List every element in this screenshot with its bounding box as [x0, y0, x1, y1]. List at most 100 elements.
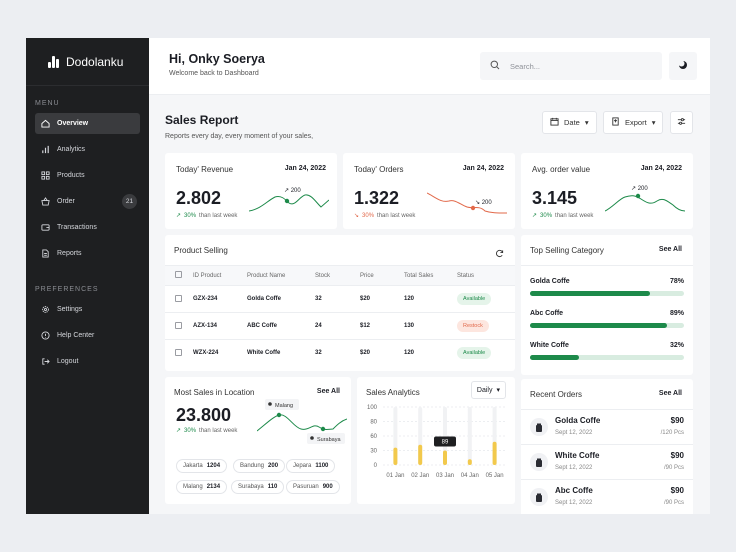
export-label: Export	[625, 118, 647, 127]
date-filter-label: Date	[564, 118, 580, 127]
sidebar-item-order[interactable]: Order 21	[35, 191, 140, 212]
filter-settings-button[interactable]	[670, 111, 693, 134]
row-checkbox[interactable]	[175, 348, 182, 356]
column-header: Total Sales	[404, 265, 457, 286]
sidebar-item-label: Help Center	[57, 332, 95, 339]
sidebar-item-overview[interactable]: Overview	[35, 113, 140, 134]
chevron-down-icon: ▾	[651, 118, 656, 127]
search-placeholder: Search...	[510, 61, 541, 71]
theme-toggle-button[interactable]	[669, 52, 697, 80]
kpi-delta: ↗ 30% than last week	[532, 212, 593, 220]
sidebar-item-settings[interactable]: Settings	[35, 299, 140, 320]
location-chip[interactable]: Bandung 200	[233, 459, 286, 473]
trend-up-icon: ↗	[532, 213, 538, 219]
refresh-icon[interactable]	[495, 245, 504, 263]
trend-up-icon: ↗	[176, 213, 182, 219]
cell-name: White Coffe	[247, 350, 281, 357]
location-value: 23.800	[176, 405, 232, 425]
chevron-down-icon: ▾	[584, 118, 589, 127]
row-checkbox[interactable]	[175, 321, 182, 329]
order-row[interactable]: Abc Coffe Sept 12, 2022 $90 /90 Pcs	[521, 479, 693, 514]
sidebar-item-label: Reports	[57, 250, 82, 257]
sidebar-item-reports[interactable]: Reports	[35, 243, 140, 264]
location-chip[interactable]: Pasuruan 900	[286, 480, 340, 494]
greeting-title: Hi, Onky Soerya	[169, 52, 265, 66]
sidebar-item-logout[interactable]: Logout	[35, 351, 140, 372]
order-price: $90	[670, 451, 684, 460]
select-all-checkbox[interactable]	[175, 271, 182, 278]
location-chip[interactable]: Malang 2134	[176, 480, 228, 494]
table-row[interactable]: WZX-224 White Coffe 32 $20 120 Available	[165, 340, 515, 367]
category-name: White Coffe	[530, 342, 569, 349]
cell-name: ABC Coffe	[247, 312, 315, 340]
sidebar-item-help-center[interactable]: Help Center	[35, 325, 140, 346]
status-badge: Available	[457, 347, 492, 360]
logo-icon	[48, 55, 60, 68]
table-row[interactable]: AZX-134 ABC Coffe 24 $12 130 Restock	[165, 312, 515, 340]
y-tick-label: 80	[370, 420, 377, 426]
date-filter-button[interactable]: Date ▾	[542, 111, 597, 134]
coffee-bag-icon	[530, 488, 548, 506]
row-checkbox[interactable]	[175, 294, 182, 302]
sidebar-item-label: Products	[57, 172, 85, 179]
see-all-link[interactable]: See All	[658, 390, 682, 397]
cell-sales: 120	[404, 350, 415, 357]
kpi-value: 1.322	[354, 188, 400, 208]
card-title: Most Sales in Location	[174, 388, 255, 397]
sidebar-item-products[interactable]: Products	[35, 165, 140, 186]
brand[interactable]: Dodolanku	[26, 38, 149, 86]
location-chip[interactable]: Jakarta 1204	[176, 459, 228, 473]
see-all-link[interactable]: See All	[658, 246, 682, 253]
order-qty: /120 Pcs	[660, 430, 684, 436]
card-title: Top Selling Category	[530, 246, 604, 255]
order-price: $90	[670, 486, 684, 495]
search-input[interactable]: Search...	[480, 52, 662, 80]
order-name: Abc Coffe	[555, 486, 593, 495]
category-pct: 89%	[669, 310, 684, 317]
y-tick-label: 100	[367, 405, 378, 411]
category-progress-bar	[530, 291, 684, 296]
preferences-section-label: PREFERENCES	[35, 286, 99, 293]
order-date: Sept 12, 2022	[555, 430, 593, 436]
revenue-sparkline: ↗ 200	[249, 188, 329, 212]
greeting-subtitle: Welcome back to Dashboard	[169, 70, 259, 77]
recent-orders-card: Recent Orders See All Golda Coffe Sept 1…	[521, 379, 693, 514]
location-card: Most Sales in Location See All 23.800 ↗ 3…	[165, 377, 351, 504]
location-chip[interactable]: Surabaya 110	[231, 480, 285, 494]
location-sparkline: Malang Surabaya	[257, 399, 347, 444]
column-header: Price	[360, 265, 404, 286]
card-title: Product Selling	[174, 246, 228, 255]
cell-stock: 32	[315, 285, 360, 313]
location-chip[interactable]: Jepara 1100	[286, 459, 336, 473]
order-row[interactable]: White Coffe Sept 12, 2022 $90 /90 Pcs	[521, 444, 693, 479]
y-tick-label: 0	[374, 463, 378, 469]
sidebar: Dodolanku MENU Overview Analytics Produc…	[26, 38, 149, 514]
sidebar-item-label: Overview	[57, 120, 89, 127]
order-row[interactable]: Golda Coffe Sept 12, 2022 $90 /120 Pcs	[521, 409, 693, 444]
sidebar-item-analytics[interactable]: Analytics	[35, 139, 140, 160]
see-all-link[interactable]: See All	[316, 388, 340, 395]
avg-order-sparkline: ↗ 200	[605, 186, 685, 212]
cell-sales: 130	[404, 312, 457, 340]
kpi-card-revenue: Today' Revenue Jan 24, 2022 2.802 ↗ 30% th…	[165, 153, 337, 229]
kpi-delta-value: 30%	[540, 212, 553, 219]
bar	[492, 441, 497, 465]
category-pct: 32%	[669, 342, 684, 349]
cell-price: $12	[360, 312, 404, 340]
logout-icon	[41, 357, 50, 366]
order-qty: /90 Pcs	[663, 465, 684, 471]
chevron-down-icon: ▾	[496, 387, 500, 394]
range-select[interactable]: Daily ▾	[470, 381, 506, 399]
y-tick-label: 60	[370, 434, 377, 440]
product-selling-card: Product Selling ID Product Product Name …	[165, 235, 515, 371]
order-name: White Coffe	[555, 451, 600, 460]
order-count-badge: 21	[122, 194, 137, 209]
sidebar-item-transactions[interactable]: Transactions	[35, 217, 140, 238]
table-row[interactable]: GZX-234 Golda Coffe 32 $20 120 Available	[165, 285, 515, 313]
gear-icon	[41, 305, 50, 314]
export-button[interactable]: Export ▾	[603, 111, 664, 134]
bar-track	[443, 407, 447, 465]
page-subtitle: Reports every day, every moment of your …	[165, 133, 314, 140]
kpi-title: Today' Orders	[354, 165, 404, 174]
cell-price: $20	[360, 350, 371, 357]
